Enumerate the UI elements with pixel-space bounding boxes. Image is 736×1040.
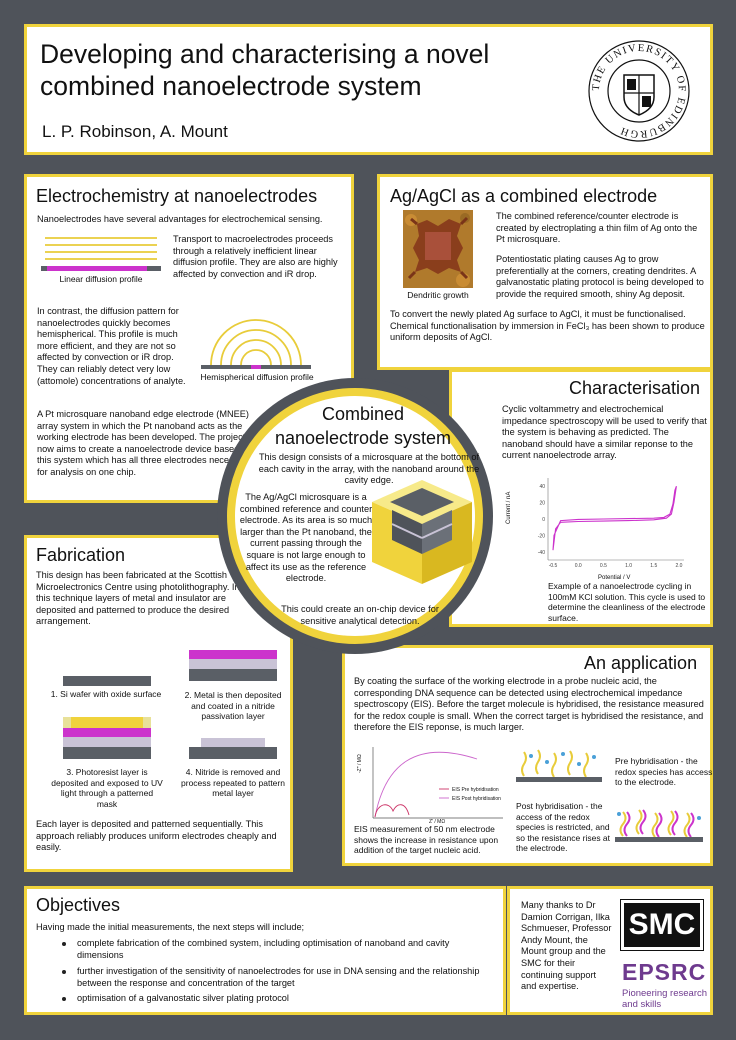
cv-xtick-label: 0.0	[575, 563, 582, 569]
smc-logo-text: SMC	[628, 908, 696, 941]
fab-step3-diagram	[63, 717, 151, 759]
char-title: Characterisation	[569, 378, 701, 398]
combined-electrode-diagram	[372, 480, 472, 584]
combined-text2: The Ag/AgCl microsquare is a combined re…	[239, 492, 373, 584]
fab-step1: 1. Si wafer with oxide surface	[50, 689, 162, 699]
objective-item-2: further investigation of the sensitivity…	[77, 966, 480, 988]
agcl-text1: The combined reference/counter electrode…	[496, 211, 698, 245]
nano-intro: Nanoelectrodes have several advantages f…	[37, 214, 323, 224]
dendritic-caption: Dendritic growth	[407, 290, 469, 300]
eis-post-curve	[374, 751, 478, 818]
poster-title-line1: Developing and characterising a novel	[40, 39, 490, 69]
authors: L. P. Robinson, A. Mount	[42, 122, 228, 141]
eis-legend-post: EIS Post hybridisation	[452, 796, 501, 802]
agcl-panel: Ag/AgCl as a combined electrode Dendriti…	[377, 174, 713, 370]
combined-text1: This design consists of a microsquare at…	[258, 452, 480, 486]
char-panel: Characterisation Cyclic voltammetry and …	[449, 369, 713, 627]
macro-text: Transport to macroelectrodes proceeds th…	[173, 234, 338, 279]
pre-hybridisation-diagram	[516, 749, 602, 782]
cv-xtick-label: -0.5	[549, 563, 558, 569]
thanks-text: Many thanks to Dr Damion Corrigan, Ilka …	[521, 900, 612, 992]
app-panel: An application By coating the surface of…	[342, 645, 713, 866]
cv-ytick-label: 0	[542, 517, 545, 523]
fab-step4: 4. Nitride is removed and process repeat…	[181, 767, 285, 798]
fab-outro: Each layer is deposited and patterned se…	[36, 819, 277, 853]
eis-ylabel: -Z'' / MΩ	[357, 754, 363, 773]
cv-xlabel: Potential / V	[598, 575, 631, 581]
app-text: By coating the surface of the working el…	[354, 676, 704, 733]
eis-caption: EIS measurement of 50 nm electrode shows…	[354, 824, 499, 855]
post-hybridisation-text: Post hybridisation - the access of the r…	[516, 801, 611, 853]
cv-xtick-label: 0.5	[600, 563, 607, 569]
eis-chart	[372, 747, 503, 819]
thanks-panel: Many thanks to Dr Damion Corrigan, Ilka …	[507, 886, 713, 1015]
eis-pre-curve	[374, 804, 410, 818]
agcl-text3: To convert the newly plated Ag surface t…	[390, 309, 705, 343]
objective-item-3: optimisation of a galvanostatic silver p…	[77, 993, 289, 1003]
cv-ytick-label: -40	[538, 550, 545, 556]
mnee-text: A Pt microsquare nanoband edge electrode…	[37, 409, 253, 477]
fab-step4-diagram	[189, 738, 277, 759]
smc-logo: SMC	[620, 899, 704, 951]
cv-ticks: -0.5 0.0 0.5 1.0 1.5 2.0 40 20 0 -20 -40	[538, 478, 684, 569]
hemi-caption: Hemispherical diffusion profile	[200, 372, 314, 382]
title-panel: Developing and characterising a novel co…	[24, 24, 713, 155]
bullet-icon	[62, 997, 66, 1001]
objective-item-1: complete fabrication of the combined sys…	[77, 938, 450, 960]
cv-xtick-label: 2.0	[675, 563, 682, 569]
char-caption: Example of a nanoelectrode cycling in 10…	[548, 581, 706, 623]
fab-step1-diagram	[63, 676, 151, 686]
eis-xlabel: Z' / MΩ	[429, 819, 446, 825]
eis-legend-pre: EIS Pre hybridisation	[452, 787, 499, 793]
cv-xtick-label: 1.0	[625, 563, 632, 569]
epsrc-tagline: Pioneering research and skills	[622, 988, 708, 1010]
char-text: Cyclic voltammetry and electrochemical i…	[502, 404, 707, 461]
linear-caption: Linear diffusion profile	[59, 274, 143, 284]
agcl-text2: Potentiostatic plating causes Ag to grow…	[496, 254, 704, 299]
cv-ylabel: Current / nA	[506, 491, 512, 524]
pre-hybridisation-text: Pre hybridisation - the redox species ha…	[615, 756, 713, 787]
poster-title-line2: combined nanoelectrode system	[40, 71, 422, 101]
bullet-icon	[62, 942, 66, 946]
objectives-intro: Having made the initial measurements, th…	[36, 922, 305, 932]
fab-step2-diagram	[189, 650, 277, 681]
bullet-icon	[62, 970, 66, 974]
combined-title-line1: Combined	[321, 404, 405, 424]
objectives-panel: Objectives Having made the initial measu…	[24, 886, 506, 1015]
university-logo: THE UNIVERSITY OF EDINBURGH	[588, 40, 690, 142]
cv-ytick-label: 40	[539, 484, 545, 490]
epsrc-logo: EPSRC	[622, 959, 707, 985]
linear-diffusion-diagram	[41, 237, 161, 271]
combined-text3: This could create an on-chip device for …	[281, 604, 439, 626]
hemispherical-diffusion-diagram	[201, 319, 311, 369]
cv-curve	[552, 486, 677, 551]
fab-step2: 2. Metal is then deposited and coated in…	[184, 690, 282, 721]
post-hybridisation-diagram	[615, 809, 703, 842]
dendritic-growth-image	[403, 210, 473, 288]
fab-step3: 3. Photoresist layer is deposited and ex…	[51, 767, 163, 809]
nano-panel: Electrochemistry at nanoelectrodes Nanoe…	[24, 174, 354, 503]
fab-intro: This design has been fabricated at the S…	[36, 570, 240, 627]
app-title: An application	[584, 653, 698, 673]
hemi-text: In contrast, the diffusion pattern for n…	[37, 306, 186, 386]
objectives-title: Objectives	[36, 895, 121, 915]
cv-xtick-label: 1.5	[650, 563, 657, 569]
fab-title: Fabrication	[36, 545, 126, 565]
cv-chart: -0.5 0.0 0.5 1.0 1.5 2.0 40 20 0 -20 -40	[538, 478, 684, 569]
cv-ytick-label: -20	[538, 533, 545, 539]
nano-title: Electrochemistry at nanoelectrodes	[36, 186, 318, 206]
agcl-title: Ag/AgCl as a combined electrode	[390, 186, 658, 206]
combined-title-line2: nanoelectrode system	[274, 428, 452, 448]
cv-ytick-label: 20	[539, 501, 545, 507]
fab-panel: Fabrication This design has been fabrica…	[24, 535, 293, 872]
